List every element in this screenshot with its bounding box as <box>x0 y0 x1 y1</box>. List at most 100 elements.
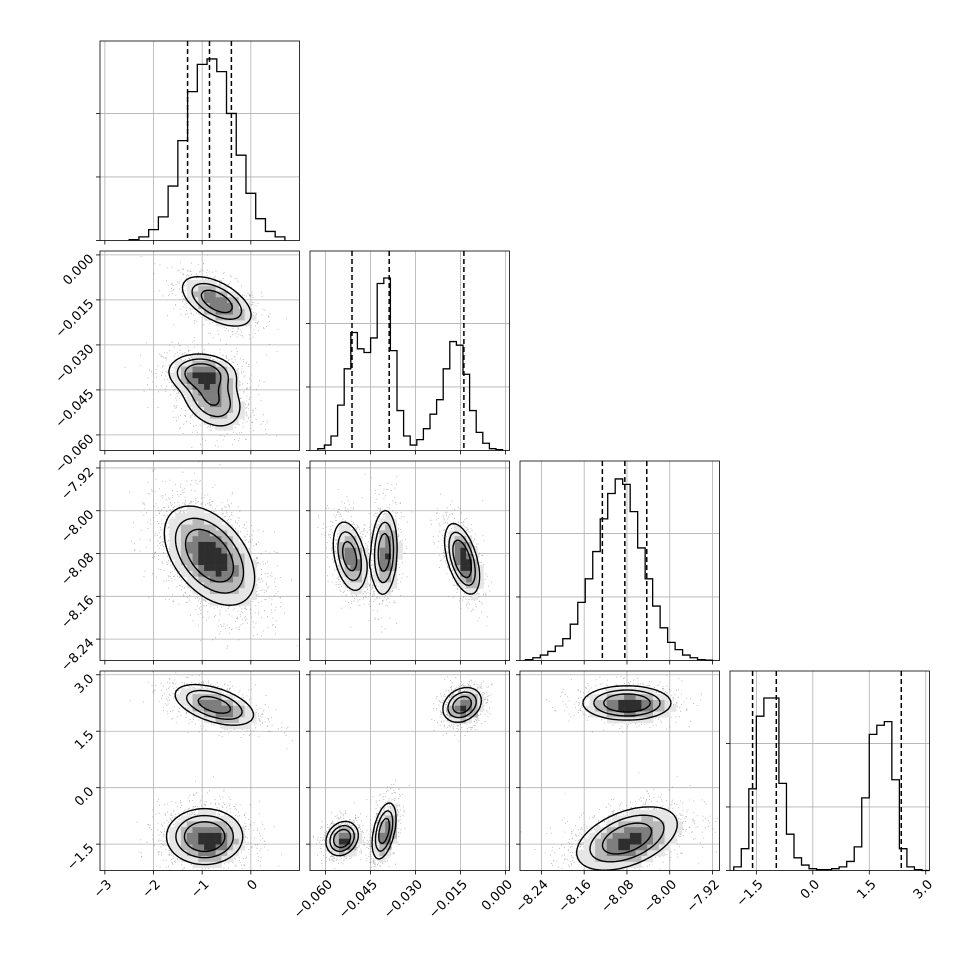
density-cell <box>233 705 240 712</box>
density-cell <box>192 395 199 402</box>
density-cell <box>209 599 216 606</box>
density-cell <box>221 559 228 566</box>
density-cell <box>215 541 222 549</box>
density-cell <box>338 524 345 531</box>
density-cell <box>344 547 351 554</box>
panel-frame <box>99 670 300 871</box>
density-cell <box>186 372 193 379</box>
density-cell <box>647 815 654 822</box>
density-cell <box>385 530 392 537</box>
density-cell <box>209 279 216 286</box>
density-cell <box>477 582 484 589</box>
density-cell <box>653 699 660 706</box>
density-cell <box>221 418 228 425</box>
density-cell <box>204 536 211 543</box>
density-cell <box>356 576 363 583</box>
density-cell <box>595 832 602 839</box>
histogram-panel-0 <box>96 40 300 245</box>
density-cell <box>629 815 636 822</box>
density-cell <box>227 838 234 845</box>
density-cell <box>175 565 182 572</box>
density-cell <box>460 530 467 537</box>
density-cell <box>192 372 199 379</box>
density-cell <box>215 401 222 408</box>
density-cell <box>250 588 257 595</box>
density-cell <box>192 821 199 828</box>
density-cell <box>647 827 654 834</box>
density-cell <box>647 711 654 718</box>
density-cell <box>192 407 199 414</box>
density-cell <box>198 412 205 419</box>
density-cell <box>180 518 188 525</box>
density-cell <box>221 588 228 595</box>
density-cell <box>233 821 240 828</box>
density-cell <box>350 536 357 543</box>
density-cell <box>244 594 251 601</box>
density-cell <box>350 541 357 549</box>
density-cell <box>192 518 199 525</box>
density-cell <box>612 705 619 712</box>
density-cell <box>221 407 228 414</box>
density-cell <box>215 861 222 868</box>
density-cell <box>344 530 351 537</box>
density-cell <box>169 536 176 543</box>
density-panel-0-3 <box>96 670 300 875</box>
density-cell <box>606 699 613 706</box>
density-cell <box>192 279 199 286</box>
density-cell <box>618 838 625 845</box>
density-cell <box>204 850 211 857</box>
density-cell <box>350 827 357 834</box>
density-cell <box>175 821 182 828</box>
density-cell <box>635 705 642 712</box>
density-cell <box>618 699 625 706</box>
density-cell <box>471 588 478 595</box>
density-cell <box>221 844 228 851</box>
density-content <box>129 461 298 649</box>
density-cell <box>356 832 363 839</box>
panel-frame <box>729 670 930 871</box>
contour-line <box>183 695 232 853</box>
panel-frame <box>309 460 510 661</box>
density-cell <box>215 303 222 310</box>
density-cell <box>233 395 240 402</box>
density-cell <box>192 547 199 554</box>
density-cell <box>344 541 351 549</box>
density-cell <box>333 827 340 834</box>
density-cell <box>204 530 211 537</box>
density-cell <box>460 553 467 560</box>
density-cell <box>600 832 608 839</box>
density-cell <box>244 588 251 595</box>
density-cell <box>215 530 222 537</box>
density-cell <box>670 705 677 712</box>
density-cell <box>647 688 654 695</box>
density-cell <box>221 291 228 298</box>
density-cell <box>250 717 257 724</box>
density-cell <box>379 541 386 549</box>
contour-line <box>332 509 481 596</box>
density-cell <box>600 850 608 857</box>
density-cell <box>192 699 199 706</box>
density-cell <box>204 279 211 286</box>
density-cell <box>635 850 642 857</box>
density-cell <box>460 705 467 712</box>
density-cell <box>641 838 648 845</box>
density-cell <box>338 536 345 543</box>
density-cell <box>175 838 182 845</box>
density-cell <box>624 699 631 706</box>
density-cell <box>664 838 671 845</box>
density-cell <box>379 530 386 537</box>
density-cell <box>379 576 386 583</box>
density-cell <box>209 815 216 822</box>
density-cell <box>204 594 211 601</box>
density-cell <box>635 815 642 822</box>
density-cell <box>390 553 398 560</box>
density-panel-1-3 <box>306 670 510 875</box>
contour-line <box>163 505 256 606</box>
density-cell <box>169 844 176 851</box>
density-cell <box>471 582 478 589</box>
density-cell <box>612 815 619 822</box>
density-cell <box>233 594 240 601</box>
density-cell <box>390 827 398 834</box>
density-cell <box>198 844 205 851</box>
density-cell <box>629 809 636 816</box>
